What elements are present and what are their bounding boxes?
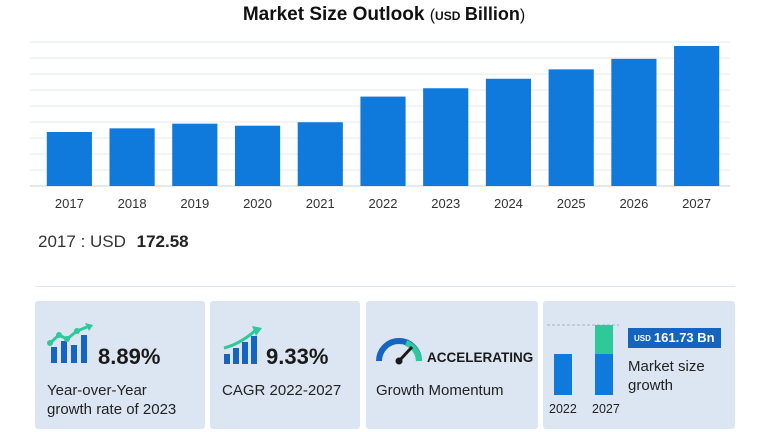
bar-2022	[360, 96, 406, 186]
unit-currency: USD	[435, 9, 461, 23]
bar-2019	[172, 123, 218, 186]
bar-2017	[46, 131, 92, 186]
cagr-card: 9.33% CAGR 2022-2027	[210, 301, 360, 429]
bar-2020	[234, 125, 281, 186]
momentum-label: Growth Momentum	[376, 382, 504, 399]
x-tick-2027: 2027	[682, 196, 711, 211]
cagr-value: 9.33%	[266, 344, 329, 369]
unit-open: (	[429, 7, 436, 24]
x-tick-2023: 2023	[431, 196, 460, 211]
bar-2021	[297, 122, 343, 186]
yoy-label-2: growth rate of 2023	[47, 401, 177, 418]
title-unit: (USD Billion)	[429, 4, 526, 24]
x-tick-2021: 2021	[306, 196, 335, 211]
growth-bars-icon	[47, 323, 93, 363]
unit-scale: Billion	[464, 4, 520, 24]
bar-2025	[548, 69, 594, 186]
bar-2026	[611, 58, 657, 187]
market-growth-label-2: growth	[628, 377, 674, 394]
badge-unit: USD	[634, 334, 651, 344]
mini-growth-chart	[547, 324, 619, 395]
momentum-title: ACCELERATING	[427, 350, 534, 365]
bars	[46, 45, 720, 187]
x-tick-2018: 2018	[118, 196, 147, 211]
yoy-label-1: Year-over-Year	[47, 382, 147, 399]
x-axis-ticks: 2017 2018 2019 2020 2021 2022 2023 2024 2025 2026…	[55, 196, 711, 211]
first-year: 2017	[38, 232, 76, 251]
first-year-value: 2017 : USD 172.58	[38, 232, 189, 252]
bar-2027	[674, 45, 720, 186]
mini-bar-2022	[554, 354, 572, 395]
momentum-card: ACCELERATING Growth Momentum	[366, 301, 538, 429]
market-growth-card: Market size growth	[543, 301, 735, 429]
first-year-currency: : USD	[80, 232, 126, 251]
bar-2018	[109, 128, 155, 186]
x-tick-2017: 2017	[55, 196, 84, 211]
x-tick-2020: 2020	[243, 196, 272, 211]
cagr-label: CAGR 2022-2027	[222, 382, 342, 399]
unit-close: )	[519, 7, 526, 24]
mini-bar-2027-growth	[595, 325, 613, 354]
section-divider	[35, 286, 735, 287]
badge-value: 161.73 Bn	[653, 330, 715, 345]
bar-2023	[423, 88, 469, 186]
yoy-card: 8.89% Year-over-Year growth rate of 2023	[35, 301, 205, 429]
x-tick-2019: 2019	[180, 196, 209, 211]
mini-year-end: 2027	[592, 402, 620, 416]
mini-bar-2027-base	[595, 354, 613, 395]
bar-chart: 2017 2018 2019 2020 2021 2022 2023 2024 2025 2026…	[30, 41, 730, 211]
yoy-value: 8.89%	[98, 344, 161, 369]
bar-2024	[485, 78, 532, 186]
first-year-amount: 172.58	[136, 232, 189, 251]
speedometer-icon	[376, 338, 422, 365]
title-text: Market Size Outlook	[242, 4, 425, 25]
x-tick-2022: 2022	[369, 196, 398, 211]
x-tick-2026: 2026	[619, 196, 648, 211]
x-tick-2024: 2024	[494, 196, 523, 211]
x-tick-2025: 2025	[557, 196, 586, 211]
market-growth-label-1: Market size	[628, 358, 705, 375]
rising-bars-icon	[223, 326, 262, 364]
mini-year-start: 2022	[549, 402, 577, 416]
growth-amount-badge: USD 161.73 Bn	[628, 328, 721, 348]
chart-title: Market Size Outlook (USD Billion)	[0, 4, 768, 26]
